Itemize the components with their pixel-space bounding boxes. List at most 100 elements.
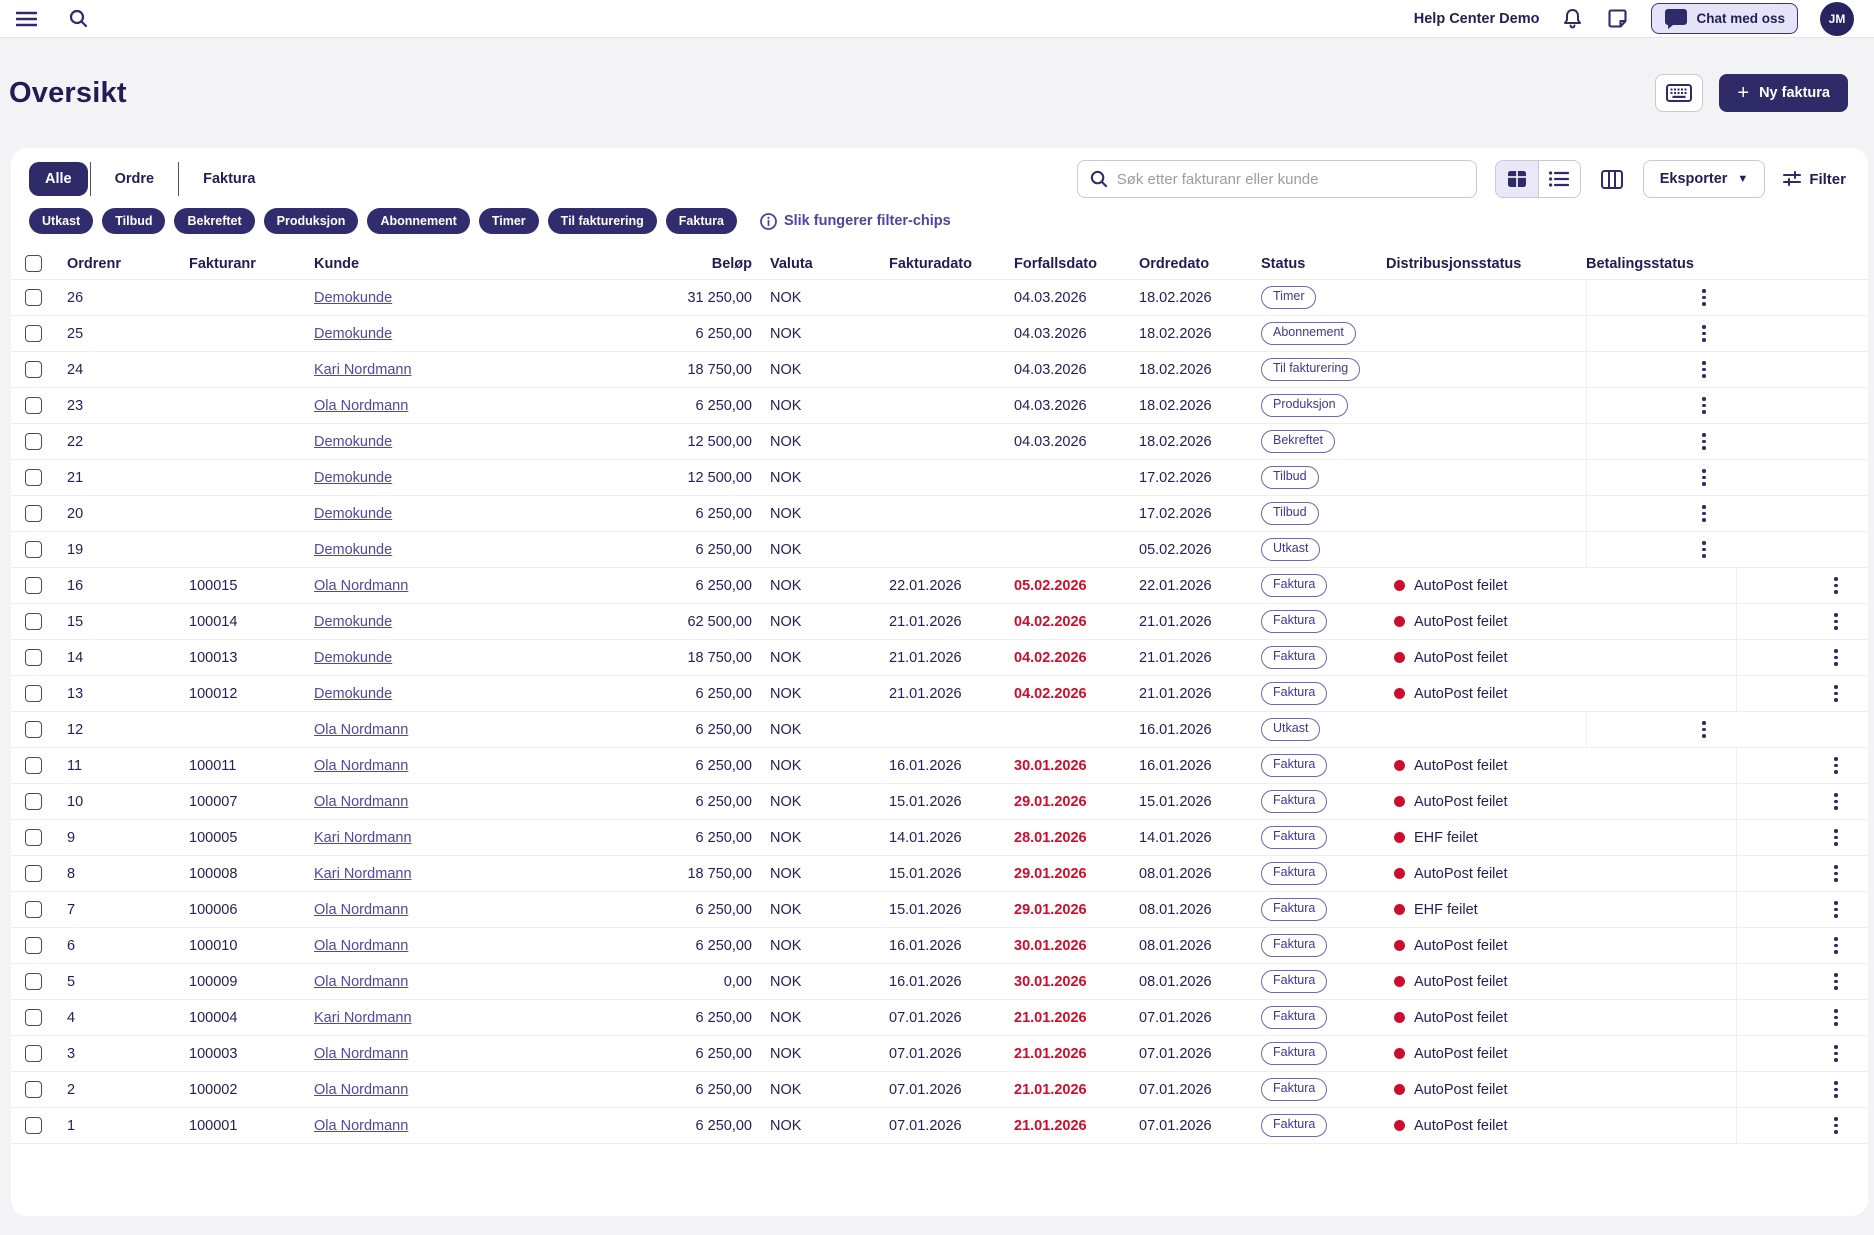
row-actions-kebab-icon[interactable] (1830, 681, 1842, 706)
row-checkbox[interactable] (25, 793, 42, 810)
hamburger-menu-button[interactable] (14, 9, 39, 29)
new-invoice-button[interactable]: + Ny faktura (1719, 74, 1848, 112)
row-checkbox[interactable] (25, 721, 42, 738)
customer-link[interactable]: Ola Nordmann (314, 1118, 408, 1134)
table-row[interactable]: 1 100001 Ola Nordmann 6 250,00 NOK 07.01… (11, 1108, 1868, 1144)
notifications-button[interactable] (1561, 6, 1584, 31)
row-checkbox[interactable] (25, 973, 42, 990)
customer-link[interactable]: Demokunde (314, 542, 392, 558)
table-view-button[interactable] (1496, 161, 1538, 197)
export-button[interactable]: Eksporter ▼ (1643, 160, 1766, 198)
row-actions-kebab-icon[interactable] (1830, 897, 1842, 922)
notes-button[interactable] (1606, 6, 1629, 31)
chip-til-fakturering[interactable]: Til fakturering (548, 208, 657, 234)
customer-link[interactable]: Kari Nordmann (314, 362, 412, 378)
customer-link[interactable]: Ola Nordmann (314, 794, 408, 810)
customer-link[interactable]: Ola Nordmann (314, 938, 408, 954)
row-checkbox[interactable] (25, 469, 42, 486)
row-actions-kebab-icon[interactable] (1830, 1041, 1842, 1066)
row-actions-kebab-icon[interactable] (1830, 933, 1842, 958)
column-header-fakturanr[interactable]: Fakturanr (189, 256, 314, 272)
row-checkbox[interactable] (25, 541, 42, 558)
customer-link[interactable]: Demokunde (314, 650, 392, 666)
keyboard-shortcuts-button[interactable] (1655, 74, 1703, 112)
tab-faktura[interactable]: Faktura (181, 162, 277, 196)
row-actions-kebab-icon[interactable] (1830, 1077, 1842, 1102)
table-row[interactable]: 9 100005 Kari Nordmann 6 250,00 NOK 14.0… (11, 820, 1868, 856)
table-row[interactable]: 23 Ola Nordmann 6 250,00 NOK 04.03.2026 … (11, 388, 1868, 424)
customer-link[interactable]: Demokunde (314, 470, 392, 486)
row-checkbox[interactable] (25, 397, 42, 414)
row-actions-kebab-icon[interactable] (1698, 465, 1710, 490)
row-actions-kebab-icon[interactable] (1830, 609, 1842, 634)
row-checkbox[interactable] (25, 937, 42, 954)
row-checkbox[interactable] (25, 1117, 42, 1134)
global-search-button[interactable] (67, 7, 90, 30)
row-checkbox[interactable] (25, 865, 42, 882)
table-row[interactable]: 5 100009 Ola Nordmann 0,00 NOK 16.01.202… (11, 964, 1868, 1000)
row-checkbox[interactable] (25, 613, 42, 630)
table-row[interactable]: 8 100008 Kari Nordmann 18 750,00 NOK 15.… (11, 856, 1868, 892)
row-checkbox[interactable] (25, 577, 42, 594)
row-checkbox[interactable] (25, 505, 42, 522)
customer-link[interactable]: Demokunde (314, 434, 392, 450)
chip-abonnement[interactable]: Abonnement (367, 208, 469, 234)
row-actions-kebab-icon[interactable] (1830, 789, 1842, 814)
row-checkbox[interactable] (25, 289, 42, 306)
table-row[interactable]: 20 Demokunde 6 250,00 NOK 17.02.2026 Til… (11, 496, 1868, 532)
row-checkbox[interactable] (25, 901, 42, 918)
column-header-forfallsdato[interactable]: Forfallsdato (1014, 256, 1139, 272)
row-actions-kebab-icon[interactable] (1830, 1005, 1842, 1030)
table-row[interactable]: 15 100014 Demokunde 62 500,00 NOK 21.01.… (11, 604, 1868, 640)
table-row[interactable]: 24 Kari Nordmann 18 750,00 NOK 04.03.202… (11, 352, 1868, 388)
customer-link[interactable]: Kari Nordmann (314, 866, 412, 882)
row-actions-kebab-icon[interactable] (1698, 537, 1710, 562)
table-row[interactable]: 22 Demokunde 12 500,00 NOK 04.03.2026 18… (11, 424, 1868, 460)
chip-tilbud[interactable]: Tilbud (102, 208, 165, 234)
select-all-checkbox[interactable] (25, 255, 42, 272)
row-actions-kebab-icon[interactable] (1830, 573, 1842, 598)
columns-button[interactable] (1599, 168, 1625, 191)
chip-timer[interactable]: Timer (479, 208, 539, 234)
row-actions-kebab-icon[interactable] (1830, 825, 1842, 850)
chip-faktura[interactable]: Faktura (666, 208, 737, 234)
avatar[interactable]: JM (1820, 2, 1854, 36)
table-row[interactable]: 11 100011 Ola Nordmann 6 250,00 NOK 16.0… (11, 748, 1868, 784)
customer-link[interactable]: Ola Nordmann (314, 902, 408, 918)
column-header-valuta[interactable]: Valuta (754, 256, 889, 272)
table-row[interactable]: 12 Ola Nordmann 6 250,00 NOK 16.01.2026 … (11, 712, 1868, 748)
table-row[interactable]: 13 100012 Demokunde 6 250,00 NOK 21.01.2… (11, 676, 1868, 712)
table-row[interactable]: 3 100003 Ola Nordmann 6 250,00 NOK 07.01… (11, 1036, 1868, 1072)
chip-utkast[interactable]: Utkast (29, 208, 93, 234)
customer-link[interactable]: Demokunde (314, 686, 392, 702)
column-header-ordrenr[interactable]: Ordrenr (67, 256, 189, 272)
column-header-betalingsstatus[interactable]: Betalingsstatus (1586, 256, 1736, 272)
table-row[interactable]: 2 100002 Ola Nordmann 6 250,00 NOK 07.01… (11, 1072, 1868, 1108)
column-header-kunde[interactable]: Kunde (314, 256, 629, 272)
row-checkbox[interactable] (25, 757, 42, 774)
column-header-beløp[interactable]: Beløp (629, 256, 754, 272)
column-header-fakturadato[interactable]: Fakturadato (889, 256, 1014, 272)
row-actions-kebab-icon[interactable] (1830, 1113, 1842, 1138)
table-row[interactable]: 19 Demokunde 6 250,00 NOK 05.02.2026 Utk… (11, 532, 1868, 568)
table-row[interactable]: 21 Demokunde 12 500,00 NOK 17.02.2026 Ti… (11, 460, 1868, 496)
row-actions-kebab-icon[interactable] (1698, 717, 1710, 742)
row-actions-kebab-icon[interactable] (1698, 285, 1710, 310)
table-row[interactable]: 10 100007 Ola Nordmann 6 250,00 NOK 15.0… (11, 784, 1868, 820)
row-actions-kebab-icon[interactable] (1698, 429, 1710, 454)
filter-button[interactable]: Filter (1783, 170, 1846, 188)
column-header-distribusjonsstatus[interactable]: Distribusjonsstatus (1386, 256, 1586, 272)
customer-link[interactable]: Ola Nordmann (314, 1082, 408, 1098)
table-row[interactable]: 26 Demokunde 31 250,00 NOK 04.03.2026 18… (11, 280, 1868, 316)
row-checkbox[interactable] (25, 433, 42, 450)
row-actions-kebab-icon[interactable] (1698, 393, 1710, 418)
customer-link[interactable]: Ola Nordmann (314, 722, 408, 738)
chip-produksjon[interactable]: Produksjon (264, 208, 359, 234)
customer-link[interactable]: Demokunde (314, 290, 392, 306)
row-checkbox[interactable] (25, 829, 42, 846)
table-row[interactable]: 16 100015 Ola Nordmann 6 250,00 NOK 22.0… (11, 568, 1868, 604)
row-checkbox[interactable] (25, 1081, 42, 1098)
tab-alle[interactable]: Alle (29, 162, 88, 196)
table-row[interactable]: 4 100004 Kari Nordmann 6 250,00 NOK 07.0… (11, 1000, 1868, 1036)
row-actions-kebab-icon[interactable] (1830, 753, 1842, 778)
